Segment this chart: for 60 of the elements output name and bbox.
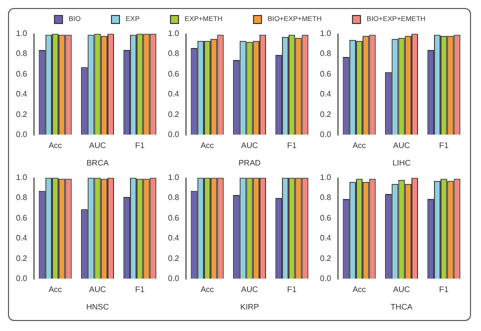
x-tick-label: AUC (89, 284, 106, 294)
y-tick-label: 0.6 (320, 213, 332, 222)
y-tick-label: 0.2 (16, 254, 28, 263)
y-tick-label: 0.8 (16, 193, 28, 202)
y-tick-label: 0.4 (320, 234, 332, 243)
x-tick-label: AUC (89, 140, 106, 150)
x-tick-label: AUC (393, 284, 410, 294)
y-tick-label: 0.8 (16, 49, 28, 58)
y-tick-label: 0.4 (16, 234, 28, 243)
x-axis-title: PRAD (238, 158, 261, 168)
x-tick-label: Acc (352, 140, 366, 150)
x-tick-label: F1 (135, 140, 146, 150)
y-tick-label: 1.0 (16, 173, 28, 182)
x-axis-title: BRCA (86, 158, 110, 168)
y-tick-label: 0.0 (168, 274, 180, 284)
y-tick-label: 0.6 (168, 213, 180, 222)
y-tick-label: 0.0 (16, 130, 28, 140)
x-tick-label: AUC (393, 140, 410, 150)
y-tick-label: 0.8 (320, 49, 332, 58)
y-tick-label: 0.2 (168, 110, 180, 119)
y-tick-label: 0.2 (16, 110, 28, 119)
x-tick-label: Acc (48, 140, 62, 150)
y-tick-label: 0.8 (320, 193, 332, 202)
x-tick-label: F1 (287, 140, 298, 150)
x-tick-label: F1 (439, 284, 450, 294)
y-tick-label: 1.0 (168, 29, 180, 38)
x-axis-title: KIRP (240, 302, 259, 312)
y-tick-label: 0.6 (168, 69, 180, 78)
x-tick-label: Acc (200, 140, 214, 150)
y-tick-label: 0.6 (16, 69, 28, 78)
y-tick-label: 0.6 (320, 69, 332, 78)
y-tick-label: 1.0 (320, 173, 332, 182)
y-tick-label: 0.0 (320, 274, 332, 284)
x-tick-label: Acc (352, 284, 366, 294)
x-tick-label: AUC (241, 284, 258, 294)
y-tick-label: 0.4 (168, 234, 180, 243)
y-tick-label: 0.4 (16, 90, 28, 99)
y-tick-label: 0.2 (320, 254, 332, 263)
x-axis-title: LIHC (392, 158, 411, 168)
y-tick-label: 0.2 (320, 110, 332, 119)
y-tick-label: 0.6 (16, 213, 28, 222)
y-tick-label: 0.0 (16, 274, 28, 284)
y-tick-label: 0.2 (168, 254, 180, 263)
y-tick-label: 0.0 (320, 130, 332, 140)
x-tick-label: Acc (200, 284, 214, 294)
x-tick-label: F1 (135, 284, 146, 294)
x-axis-title: HNSC (86, 302, 110, 312)
x-tick-label: F1 (287, 284, 298, 294)
x-tick-label: F1 (439, 140, 450, 150)
y-tick-label: 0.0 (168, 130, 180, 140)
y-tick-label: 1.0 (320, 29, 332, 38)
x-tick-label: AUC (241, 140, 258, 150)
y-tick-label: 1.0 (168, 173, 180, 182)
y-tick-label: 0.4 (320, 90, 332, 99)
y-tick-label: 0.8 (168, 49, 180, 58)
y-tick-label: 1.0 (16, 29, 28, 38)
x-tick-label: Acc (48, 284, 62, 294)
y-tick-label: 0.8 (168, 193, 180, 202)
x-axis-title: THCA (390, 302, 414, 312)
y-tick-label: 0.4 (168, 90, 180, 99)
